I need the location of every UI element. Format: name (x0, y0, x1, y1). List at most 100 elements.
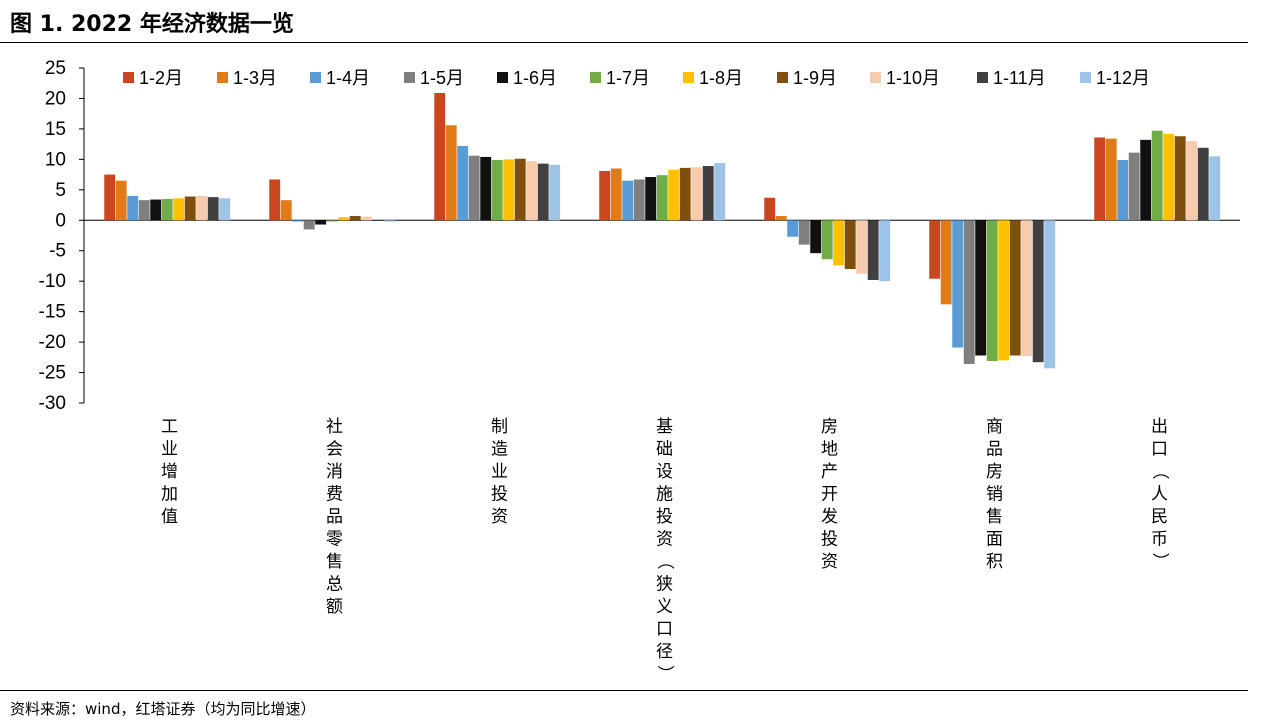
legend-swatch (497, 72, 508, 83)
bar (1197, 147, 1209, 221)
x-category-label-char: 口 (1151, 440, 1168, 460)
x-category-label-char: 业 (491, 462, 508, 482)
x-category-label-char: 资 (821, 552, 838, 572)
bar (349, 216, 361, 221)
x-category-label-char: 造 (491, 440, 508, 460)
bar (491, 159, 503, 221)
x-category-label-char: 发 (821, 507, 838, 527)
bar (691, 167, 703, 221)
x-category-label-char: 投 (656, 507, 673, 527)
bar (480, 156, 492, 221)
x-category-label-char: 售 (986, 507, 1003, 527)
bar (1044, 220, 1056, 369)
bar (138, 200, 150, 221)
y-tick-label: 15 (45, 119, 66, 140)
bar (196, 195, 208, 221)
y-tick-label: -20 (39, 332, 66, 353)
bar (115, 180, 127, 221)
x-category-label-char: 基 (656, 417, 673, 437)
legend-swatch (683, 72, 694, 83)
x-category-label-char: 增 (161, 462, 178, 482)
bar (998, 220, 1010, 361)
x-category-label-char: ） (1150, 553, 1170, 570)
x-category-label-char: 口 (656, 620, 673, 640)
legend-swatch (310, 72, 321, 83)
legend-swatch (590, 72, 601, 83)
x-category-label-char: 设 (656, 462, 673, 482)
y-tick-label: -25 (39, 363, 66, 384)
x-category-label-char: 售 (326, 552, 343, 572)
y-tick-label: 0 (55, 210, 66, 231)
x-category-label-char: 加 (161, 485, 178, 505)
x-category-label-char: 业 (161, 440, 178, 460)
bar (372, 220, 384, 221)
y-tick-label: 20 (45, 88, 66, 109)
legend-label: 1-10月 (886, 68, 940, 88)
x-category-label-char: 人 (1151, 485, 1168, 505)
legend-label: 1-2月 (139, 68, 183, 88)
x-category-label-char: 狭 (656, 575, 673, 595)
legend-swatch (870, 72, 881, 83)
bar (457, 145, 469, 221)
legend-label: 1-4月 (326, 68, 370, 88)
bar (127, 195, 139, 221)
page-title: 图 1. 2022 年经济数据一览 (10, 12, 294, 37)
x-category-label-char: 资 (656, 530, 673, 550)
x-category-label-char: 品 (326, 507, 343, 527)
bar (549, 164, 561, 221)
y-tick-label: 5 (55, 180, 66, 201)
bar (292, 220, 304, 222)
y-tick-label: -15 (39, 302, 66, 323)
bar (963, 220, 975, 365)
bar (280, 200, 292, 221)
legend-label: 1-11月 (993, 68, 1046, 88)
x-category-label-char: 积 (986, 552, 1003, 572)
x-category-label-char: 社 (326, 417, 343, 437)
bar (1105, 138, 1117, 221)
bar (929, 220, 941, 279)
x-category-label-char: 消 (326, 462, 343, 482)
legend-swatch (123, 72, 134, 83)
bar (315, 220, 327, 225)
bar (821, 220, 833, 260)
legend-swatch (404, 72, 415, 83)
x-category-label-char: 投 (821, 530, 838, 550)
bar (775, 216, 787, 221)
bar (150, 199, 162, 221)
y-tick-label: 25 (45, 58, 66, 79)
x-category-label-char: 础 (656, 440, 673, 460)
bar (952, 220, 964, 348)
bar (975, 220, 987, 356)
y-tick-label: -5 (49, 241, 66, 262)
bar (668, 169, 680, 221)
x-category-label-char: 销 (986, 485, 1003, 505)
legend-label: 1-3月 (233, 68, 277, 88)
legend-label: 1-7月 (606, 68, 650, 88)
bar (1140, 139, 1152, 221)
bar (622, 180, 634, 221)
bar (1209, 156, 1221, 221)
bar (1094, 137, 1106, 221)
bar (468, 155, 480, 221)
bar (714, 163, 726, 221)
y-tick-label: -30 (39, 393, 66, 414)
legend-label: 1-8月 (699, 68, 743, 88)
bar (1021, 220, 1033, 357)
x-category-label-char: 值 (161, 507, 178, 527)
x-category-label-char: ） (655, 665, 675, 682)
bar (161, 198, 173, 221)
bar (326, 220, 338, 222)
x-category-label-char: 产 (821, 462, 838, 482)
bar (610, 168, 622, 221)
x-category-label-char: 施 (656, 485, 673, 505)
x-category-label-char: 房 (821, 417, 838, 437)
x-category-label-char: 资 (491, 507, 508, 527)
x-category-label-char: 费 (326, 485, 343, 505)
x-category-label-char: 工 (161, 417, 178, 437)
bar (104, 174, 116, 221)
x-category-label-char: 币 (1151, 530, 1168, 550)
x-category-label-char: 商 (986, 417, 1003, 437)
x-category-label-char: 品 (986, 440, 1003, 460)
bar (702, 166, 714, 221)
bar (844, 220, 856, 269)
